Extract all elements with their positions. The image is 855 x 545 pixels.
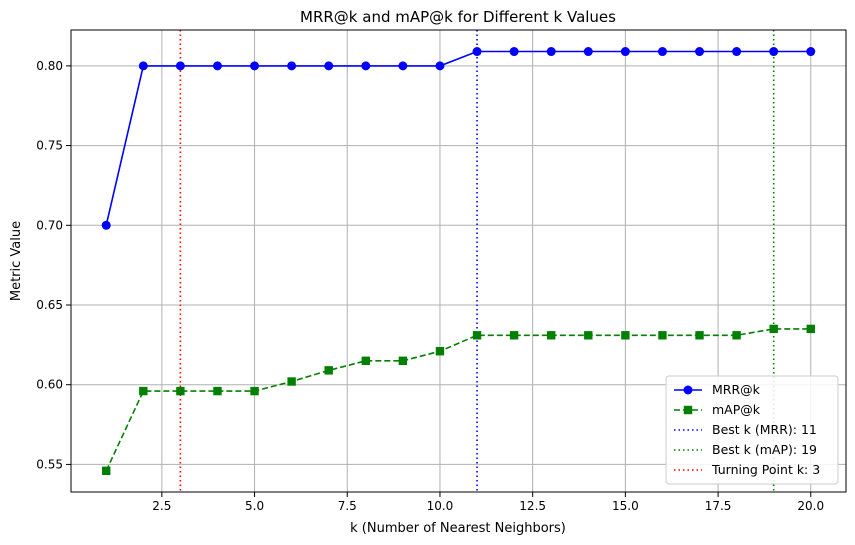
legend-marker-series-1: [683, 405, 693, 415]
series-0-point: [361, 61, 371, 71]
legend-label: mAP@k: [712, 402, 761, 417]
x-axis-label: k (Number of Nearest Neighbors): [350, 521, 566, 536]
x-tick-label: 17.5: [705, 499, 732, 513]
series-0-point: [509, 47, 519, 57]
series-0-point: [212, 61, 222, 71]
series-1-point: [658, 331, 667, 340]
reference-lines: [179, 30, 775, 492]
series-0-point: [138, 61, 148, 71]
series-1-point: [250, 386, 259, 396]
series-0-point: [101, 220, 111, 230]
series-0-point: [657, 47, 667, 57]
series-0-point: [583, 47, 593, 57]
y-tick-label: 0.75: [36, 139, 63, 153]
series-1-point: [176, 386, 185, 396]
series-1-line: [105, 328, 811, 472]
series-0-point: [250, 61, 260, 71]
series-1-point: [435, 347, 445, 356]
series-0-point: [732, 47, 742, 57]
y-axis-label: Metric Value: [9, 221, 24, 301]
series-0-point: [472, 47, 482, 57]
series-0-point: [175, 61, 185, 71]
series-0-point: [287, 61, 297, 71]
series-0-point: [324, 61, 334, 71]
series-1-group: [102, 324, 815, 475]
series-1-point: [806, 324, 815, 334]
series-1-point: [732, 331, 741, 340]
axis-ticks: 2.5 5.0 7.5 10.0 12.5 15.0 17.5 20.0 0.55 0.60 0.6…: [36, 59, 824, 513]
series-1-point: [361, 356, 370, 365]
series-0-point: [398, 61, 408, 71]
y-tick-label: 0.60: [36, 378, 63, 392]
series-1-point: [621, 331, 630, 340]
plot-frame: [70, 29, 847, 493]
legend-box: [665, 375, 839, 485]
series-0-point: [620, 47, 630, 57]
legend: MRR@k mAP@k Best k (MRR): 11 Best k (mAP): …: [665, 375, 839, 485]
x-tick-label: 10.0: [427, 499, 454, 513]
legend-label: Best k (MRR): 11: [712, 422, 817, 437]
series-layer: [101, 47, 816, 475]
x-tick-label: 15.0: [612, 499, 639, 513]
x-tick-label: 5.0: [245, 499, 264, 513]
series-1-point: [769, 324, 778, 334]
legend-marker-series-0: [683, 385, 693, 395]
series-0-point: [546, 47, 556, 57]
series-0-group: [101, 47, 816, 230]
legend-label: Turning Point k: 3: [711, 462, 820, 477]
series-1-point: [398, 356, 408, 365]
series-1-point: [695, 331, 704, 340]
y-tick-label: 0.70: [36, 218, 63, 232]
series-0-point: [695, 47, 705, 57]
series-0-point: [435, 61, 445, 71]
series-1-point: [472, 331, 482, 340]
series-0-point: [769, 47, 779, 57]
series-1-point: [213, 386, 222, 396]
series-1-point: [287, 377, 296, 386]
series-0-line: [105, 50, 811, 226]
series-1-point: [139, 386, 148, 396]
x-tick-label: 20.0: [797, 499, 824, 513]
series-1-point: [324, 366, 333, 375]
x-tick-label: 12.5: [519, 499, 546, 513]
x-tick-label: 7.5: [338, 499, 357, 513]
series-1-point: [547, 331, 556, 340]
legend-label: MRR@k: [712, 382, 761, 397]
y-tick-label: 0.65: [36, 298, 63, 312]
legend-label: Best k (mAP): 19: [712, 442, 817, 457]
series-1-point: [102, 466, 111, 475]
y-tick-label: 0.55: [36, 457, 63, 471]
series-1-point: [584, 331, 593, 340]
series-1-point: [509, 331, 519, 340]
y-tick-label: 0.80: [36, 59, 63, 73]
x-tick-label: 2.5: [152, 499, 171, 513]
series-0-point: [806, 47, 816, 57]
chart-title: MRR@k and mAP@k for Different k Values: [300, 8, 616, 26]
